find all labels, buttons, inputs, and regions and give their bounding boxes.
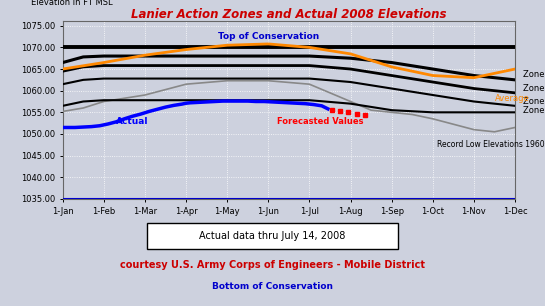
Text: Record Low Elevations 1960-2007: Record Low Elevations 1960-2007 [437, 140, 545, 149]
Text: Zone 2: Zone 2 [523, 84, 545, 93]
Title: Lanier Action Zones and Actual 2008 Elevations: Lanier Action Zones and Actual 2008 Elev… [131, 9, 446, 21]
Text: Actual: Actual [116, 117, 149, 126]
Text: Actual data thru July 14, 2008: Actual data thru July 14, 2008 [199, 231, 346, 241]
Text: Forecasted Values: Forecasted Values [276, 117, 363, 126]
Text: Zone 4: Zone 4 [523, 106, 545, 115]
FancyBboxPatch shape [147, 223, 398, 249]
Text: Zone 3: Zone 3 [523, 97, 545, 106]
Text: Top of Conservation: Top of Conservation [217, 32, 319, 41]
Text: Average: Average [494, 94, 529, 103]
Text: courtesy U.S. Army Corps of Engineers - Mobile District: courtesy U.S. Army Corps of Engineers - … [120, 260, 425, 270]
Text: Zone 1: Zone 1 [523, 70, 545, 79]
Text: Elevation in FT MSL: Elevation in FT MSL [31, 0, 113, 7]
Text: Bottom of Conservation: Bottom of Conservation [212, 282, 333, 291]
